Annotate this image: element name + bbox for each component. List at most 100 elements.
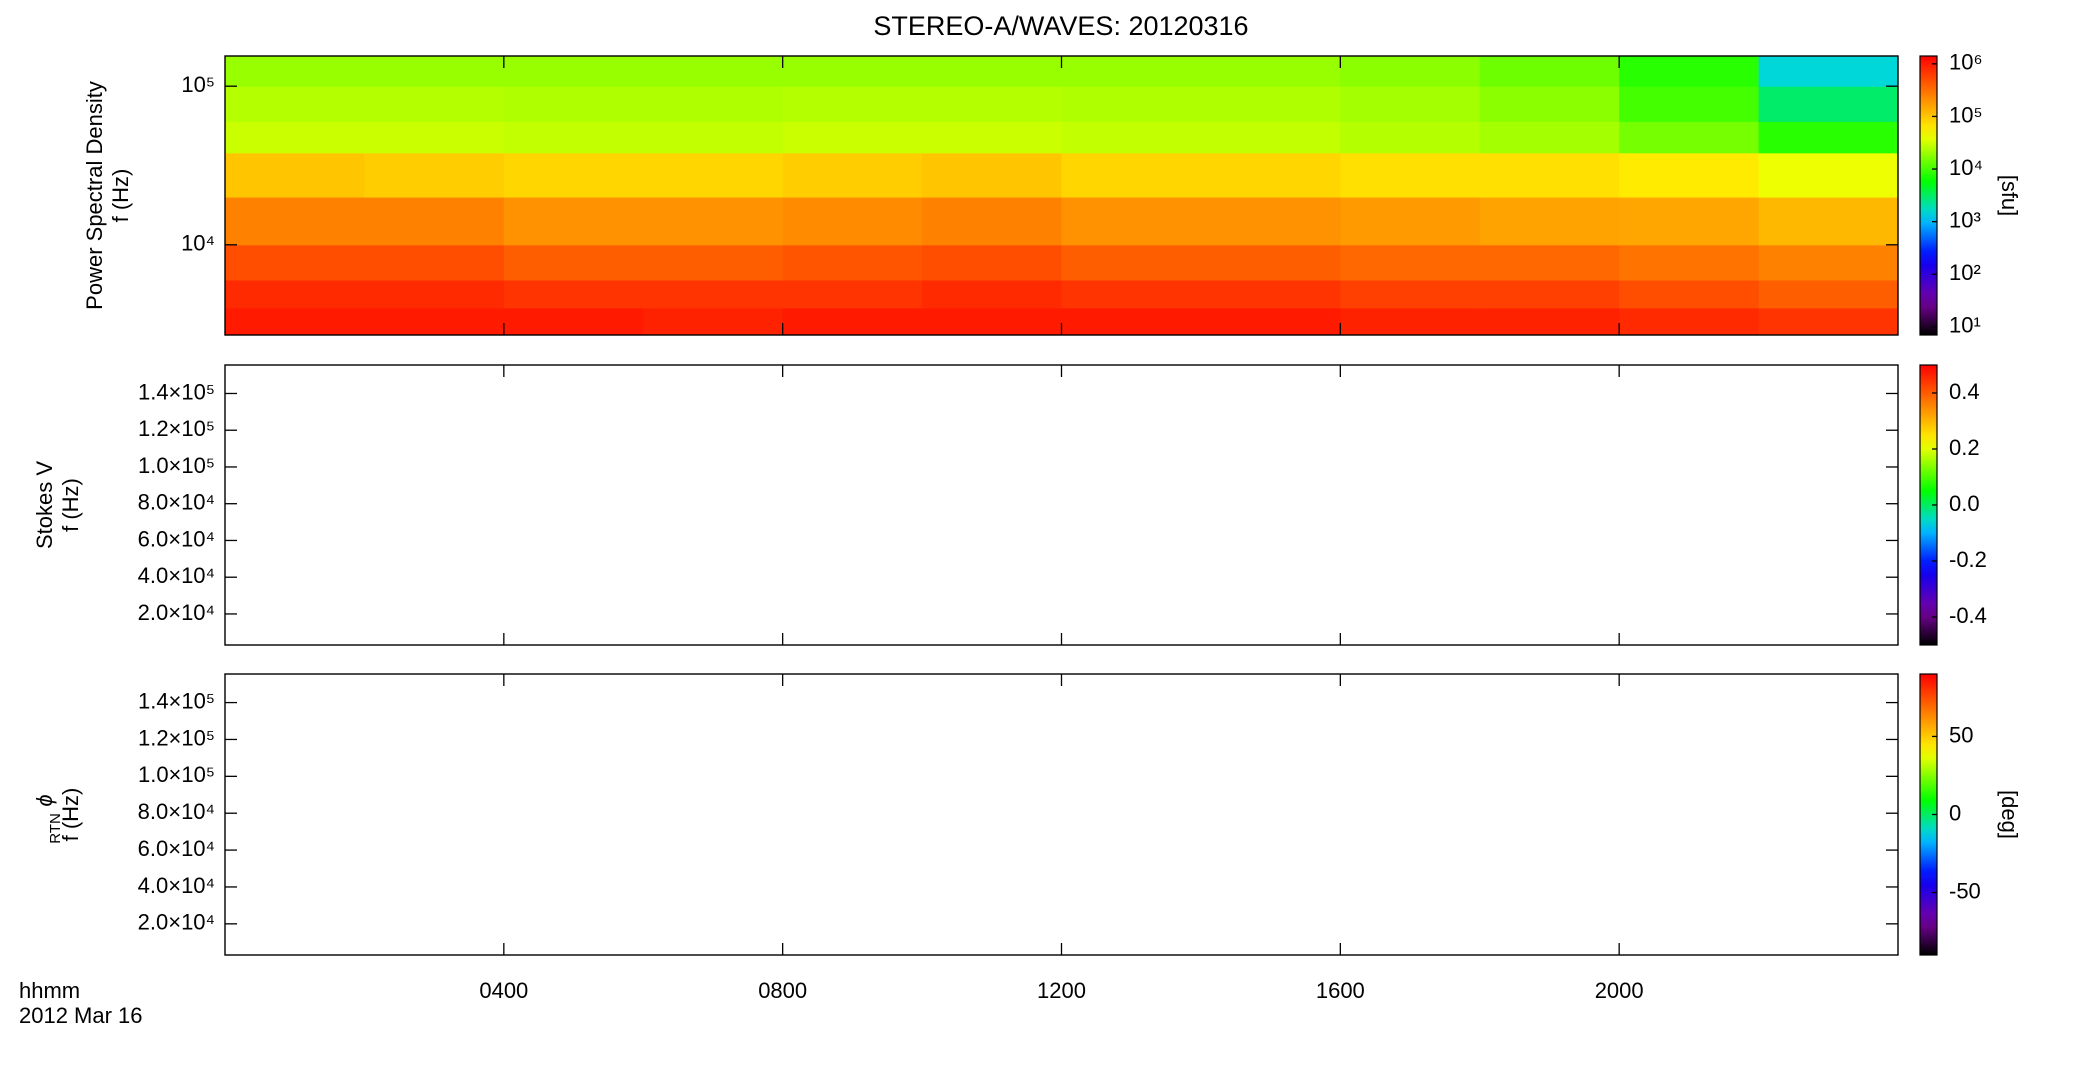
heatmap-cell [225, 86, 365, 122]
heatmap-cell [1619, 152, 1760, 198]
heatmap-cell [1340, 279, 1481, 309]
heatmap-cell [1619, 244, 1760, 281]
heatmap-cell [1061, 121, 1202, 154]
plot-frame [224, 364, 1899, 646]
heatmap-cell [364, 244, 505, 281]
heatmap-cell [1200, 244, 1341, 281]
heatmap-cell [1619, 279, 1760, 309]
heatmap-cell [503, 86, 644, 122]
heatmap-cell [1061, 244, 1202, 281]
heatmap-cell [503, 152, 644, 198]
heatmap-cell [1200, 307, 1341, 336]
heatmap-cell [1340, 152, 1481, 198]
heatmap-cell [643, 279, 784, 309]
heatmap-cell [922, 307, 1062, 336]
colorbar-tick-label: 10⁶ [1949, 50, 1983, 75]
x-tick-label: 0800 [758, 978, 807, 1003]
heatmap-cell [503, 307, 644, 336]
heatmap-cell [643, 244, 784, 281]
heatmap-cell [364, 197, 505, 246]
y-tick-label: 1.4×10⁵ [138, 688, 215, 713]
colorbar-tick-label: 10⁴ [1949, 155, 1983, 180]
heatmap-cell [1619, 197, 1760, 246]
heatmap-cell [1340, 307, 1481, 336]
heatmap-cell [1479, 56, 1620, 87]
colorbar-tick-label: 0 [1949, 800, 1961, 825]
y-tick-label: 8.0×10⁴ [138, 799, 215, 824]
y-tick-label: 1.2×10⁵ [138, 725, 215, 750]
heatmap-cell [1758, 197, 1899, 246]
heatmap-cell [1340, 56, 1481, 87]
heatmap-cell [225, 307, 365, 336]
colorbar-tick-label: -50 [1949, 878, 1981, 903]
y-tick-label: 10⁵ [181, 72, 215, 97]
heatmap-cell [1200, 86, 1341, 122]
heatmap-cell [643, 56, 784, 87]
colorbar-tick-label: 10³ [1949, 207, 1981, 232]
colorbar-tick-label: 0.4 [1949, 379, 1980, 404]
heatmap-cell [1200, 121, 1341, 154]
heatmap-cell [364, 279, 505, 309]
colorbar-tick-label: 50 [1949, 722, 1973, 747]
heatmap-cell [1479, 152, 1620, 198]
heatmap-cell [225, 152, 365, 198]
y-tick-label: 2.0×10⁴ [138, 910, 215, 935]
heatmap-cell [1758, 86, 1899, 122]
heatmap-cell [503, 56, 644, 87]
y-axis-label: f (Hz) [58, 478, 83, 532]
x-tick-label: 1200 [1037, 978, 1086, 1003]
y-tick-label: 4.0×10⁴ [138, 873, 215, 898]
heatmap-cell [1619, 307, 1760, 336]
y-tick-label: 2.0×10⁴ [138, 600, 215, 625]
heatmap-cell [1479, 244, 1620, 281]
heatmap-cell [782, 307, 923, 336]
heatmap-cell [1479, 86, 1620, 122]
heatmap-cell [1619, 56, 1760, 87]
y-axis-label: Stokes V [32, 461, 57, 549]
heatmap-cell [1619, 86, 1760, 122]
heatmap-cell [1061, 307, 1202, 336]
heatmap-cell [782, 279, 923, 309]
colorbar-tick-label: 10² [1949, 260, 1981, 285]
heatmap-cell [782, 244, 923, 281]
heatmap-cell [1758, 244, 1899, 281]
heatmap-cell [1758, 152, 1899, 198]
heatmap-cell [922, 244, 1062, 281]
heatmap-cell [1479, 121, 1620, 154]
heatmap-cell [1340, 86, 1481, 122]
colorbar-tick-label: 0.0 [1949, 491, 1980, 516]
x-axis-label: hhmm [19, 978, 80, 1003]
heatmap-cell [1061, 152, 1202, 198]
colorbar-tick-label: 10¹ [1949, 313, 1981, 338]
heatmap-cell [782, 56, 923, 87]
colorbar-tick-label: -0.4 [1949, 603, 1987, 628]
y-tick-label: 10⁴ [181, 231, 215, 256]
heatmap-cell [1758, 121, 1899, 154]
y-axis-label: f (Hz) [108, 169, 133, 223]
heatmap-cell [503, 197, 644, 246]
chart-title: STEREO-A/WAVES: 20120316 [873, 11, 1248, 41]
heatmap-cell [1619, 121, 1760, 154]
colorbar-tick-label: -0.2 [1949, 547, 1987, 572]
heatmap-cell [643, 307, 784, 336]
colorbar [1919, 55, 1938, 336]
heatmap-cell [1200, 197, 1341, 246]
heatmap-cell [1758, 307, 1899, 336]
x-tick-label: 0400 [479, 978, 528, 1003]
y-tick-label: 1.2×10⁵ [138, 416, 215, 441]
heatmap-cell [922, 279, 1062, 309]
heatmap-cell [1200, 56, 1341, 87]
heatmap-cell [364, 86, 505, 122]
heatmap-cell [1061, 86, 1202, 122]
heatmap-cell [225, 56, 365, 87]
x-axis-label: 2012 Mar 16 [19, 1003, 143, 1028]
y-tick-label: 1.4×10⁵ [138, 379, 215, 404]
y-axis-subscript: RTN [47, 813, 64, 844]
colorbar-label: [deg] [1997, 790, 2022, 839]
y-axis-symbol: ϕ [32, 794, 57, 806]
heatmap-cell [1479, 307, 1620, 336]
heatmap-cell [1200, 279, 1341, 309]
colorbar-tick-label: 0.2 [1949, 435, 1980, 460]
